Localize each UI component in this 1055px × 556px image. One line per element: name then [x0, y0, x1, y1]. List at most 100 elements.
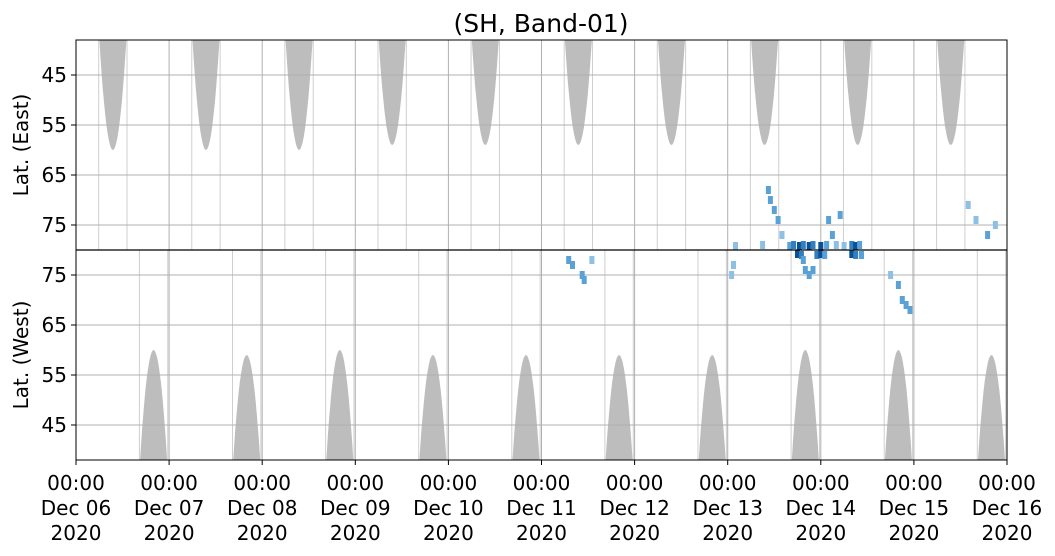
- no-data-region-east-2: [192, 40, 220, 150]
- y-tick-label-west-75: 75: [42, 263, 67, 287]
- x-tick-label-6-1: Dec 12: [599, 496, 670, 520]
- detection-east-18: [833, 241, 839, 249]
- x-tick-label-3-0: 00:00: [326, 471, 384, 495]
- detection-west-14: [814, 251, 820, 259]
- detection-east-19: [837, 211, 843, 219]
- detection-east-12: [806, 242, 812, 250]
- detection-east-8: [787, 242, 793, 250]
- detection-east-15: [824, 241, 830, 249]
- plot-area: [75, 39, 1008, 461]
- y-tick-label-east-55: 55: [42, 113, 67, 137]
- detection-west-22: [899, 296, 905, 304]
- y-axis-label-west: Lat. (West): [9, 301, 33, 410]
- detection-east-27: [992, 221, 998, 229]
- no-data-region-west-2: [233, 355, 261, 460]
- x-tick-label-10-1: Dec 16: [972, 496, 1043, 520]
- detection-west-21: [895, 281, 901, 289]
- detection-east-6: [775, 216, 781, 224]
- x-tick-label-6-2: 2020: [609, 521, 660, 545]
- detection-west-7: [731, 261, 736, 269]
- x-tick-label-0-1: Dec 06: [41, 496, 112, 520]
- x-tick-label-5-1: Dec 11: [506, 496, 577, 520]
- no-data-region-east-9: [844, 40, 872, 145]
- y-tick-label-east-45: 45: [42, 63, 67, 87]
- x-tick-label-8-0: 00:00: [792, 471, 850, 495]
- x-tick-label-4-1: Dec 10: [413, 496, 484, 520]
- detection-west-15: [818, 250, 824, 258]
- detection-west-5: [589, 256, 595, 264]
- no-data-region-west-7: [698, 355, 726, 460]
- detection-east-13: [810, 241, 816, 249]
- detection-west-3: [579, 271, 585, 279]
- x-tick-label-9-1: Dec 15: [879, 496, 950, 520]
- detection-west-1: [566, 256, 572, 264]
- detection-east-1: [733, 242, 738, 250]
- x-tick-label-3-2: 2020: [330, 521, 381, 545]
- chart-title: (SH, Band-01): [453, 9, 628, 38]
- detection-west-12: [806, 271, 812, 279]
- detection-west-24: [907, 306, 913, 314]
- detection-east-11: [800, 241, 806, 249]
- detection-west-9: [798, 251, 804, 259]
- y-tick-label-east-75: 75: [42, 213, 67, 237]
- y-axis-label-east: Lat. (East): [9, 94, 33, 197]
- no-data-region-west-1: [140, 350, 168, 460]
- x-tick-label-10-2: 2020: [982, 521, 1033, 545]
- no-data-region-west-3: [326, 350, 354, 460]
- detection-west-4: [581, 276, 587, 284]
- detection-layer: [566, 186, 998, 314]
- detection-west-13: [810, 266, 816, 274]
- x-tick-label-2-0: 00:00: [233, 471, 291, 495]
- horizontal-gridlines: [76, 74, 1007, 426]
- detection-east-16: [826, 216, 832, 224]
- no-data-region-east-1: [99, 40, 127, 150]
- x-tick-label-7-2: 2020: [702, 521, 753, 545]
- detection-west-17: [849, 250, 855, 258]
- x-tick-label-10-0: 00:00: [978, 471, 1036, 495]
- x-tick-label-3-1: Dec 09: [320, 496, 391, 520]
- detection-east-25: [973, 216, 979, 224]
- x-tick-label-4-2: 2020: [423, 521, 474, 545]
- no-data-region-west-10: [978, 355, 1005, 460]
- x-tick-label-7-0: 00:00: [699, 471, 757, 495]
- detection-east-17: [829, 231, 835, 239]
- x-tick-label-4-0: 00:00: [420, 471, 478, 495]
- x-tick-label-1-0: 00:00: [140, 471, 198, 495]
- no-data-region-east-6: [564, 40, 592, 145]
- no-data-region-east-4: [378, 40, 406, 145]
- no-data-region-east-5: [471, 40, 499, 145]
- detection-east-20: [841, 242, 847, 250]
- x-tick-label-5-0: 00:00: [513, 471, 571, 495]
- x-tick-label-5-2: 2020: [516, 521, 567, 545]
- no-data-region-west-5: [512, 355, 540, 460]
- detection-west-6: [729, 271, 735, 279]
- x-tick-label-0-2: 2020: [51, 521, 102, 545]
- detection-east-4: [767, 196, 773, 204]
- x-tick-label-2-1: Dec 08: [227, 496, 298, 520]
- no-data-region-west-6: [605, 355, 633, 460]
- detection-east-3: [765, 186, 771, 194]
- x-tick-label-8-2: 2020: [795, 521, 846, 545]
- x-tick-label-1-1: Dec 07: [134, 496, 205, 520]
- detection-west-10: [800, 256, 806, 264]
- no-data-region-west-9: [884, 350, 912, 460]
- x-tick-label-9-2: 2020: [888, 521, 939, 545]
- no-data-region-east-10: [937, 40, 965, 145]
- x-tick-label-1-2: 2020: [144, 521, 195, 545]
- y-tick-label-west-65: 65: [42, 313, 67, 337]
- detection-west-2: [570, 261, 575, 269]
- detection-east-26: [985, 231, 991, 239]
- detection-west-23: [903, 301, 909, 309]
- x-tick-label-9-0: 00:00: [885, 471, 943, 495]
- detection-west-16: [822, 251, 828, 259]
- no-data-region-west-8: [791, 350, 819, 460]
- no-data-region-east-7: [658, 40, 685, 145]
- x-tick-label-0-0: 00:00: [47, 471, 105, 495]
- detection-east-22: [853, 242, 859, 250]
- detection-east-2: [760, 241, 766, 249]
- no-data-region-east-8: [751, 40, 779, 145]
- x-tick-label-7-1: Dec 13: [692, 496, 763, 520]
- x-tick-label-8-1: Dec 14: [786, 496, 857, 520]
